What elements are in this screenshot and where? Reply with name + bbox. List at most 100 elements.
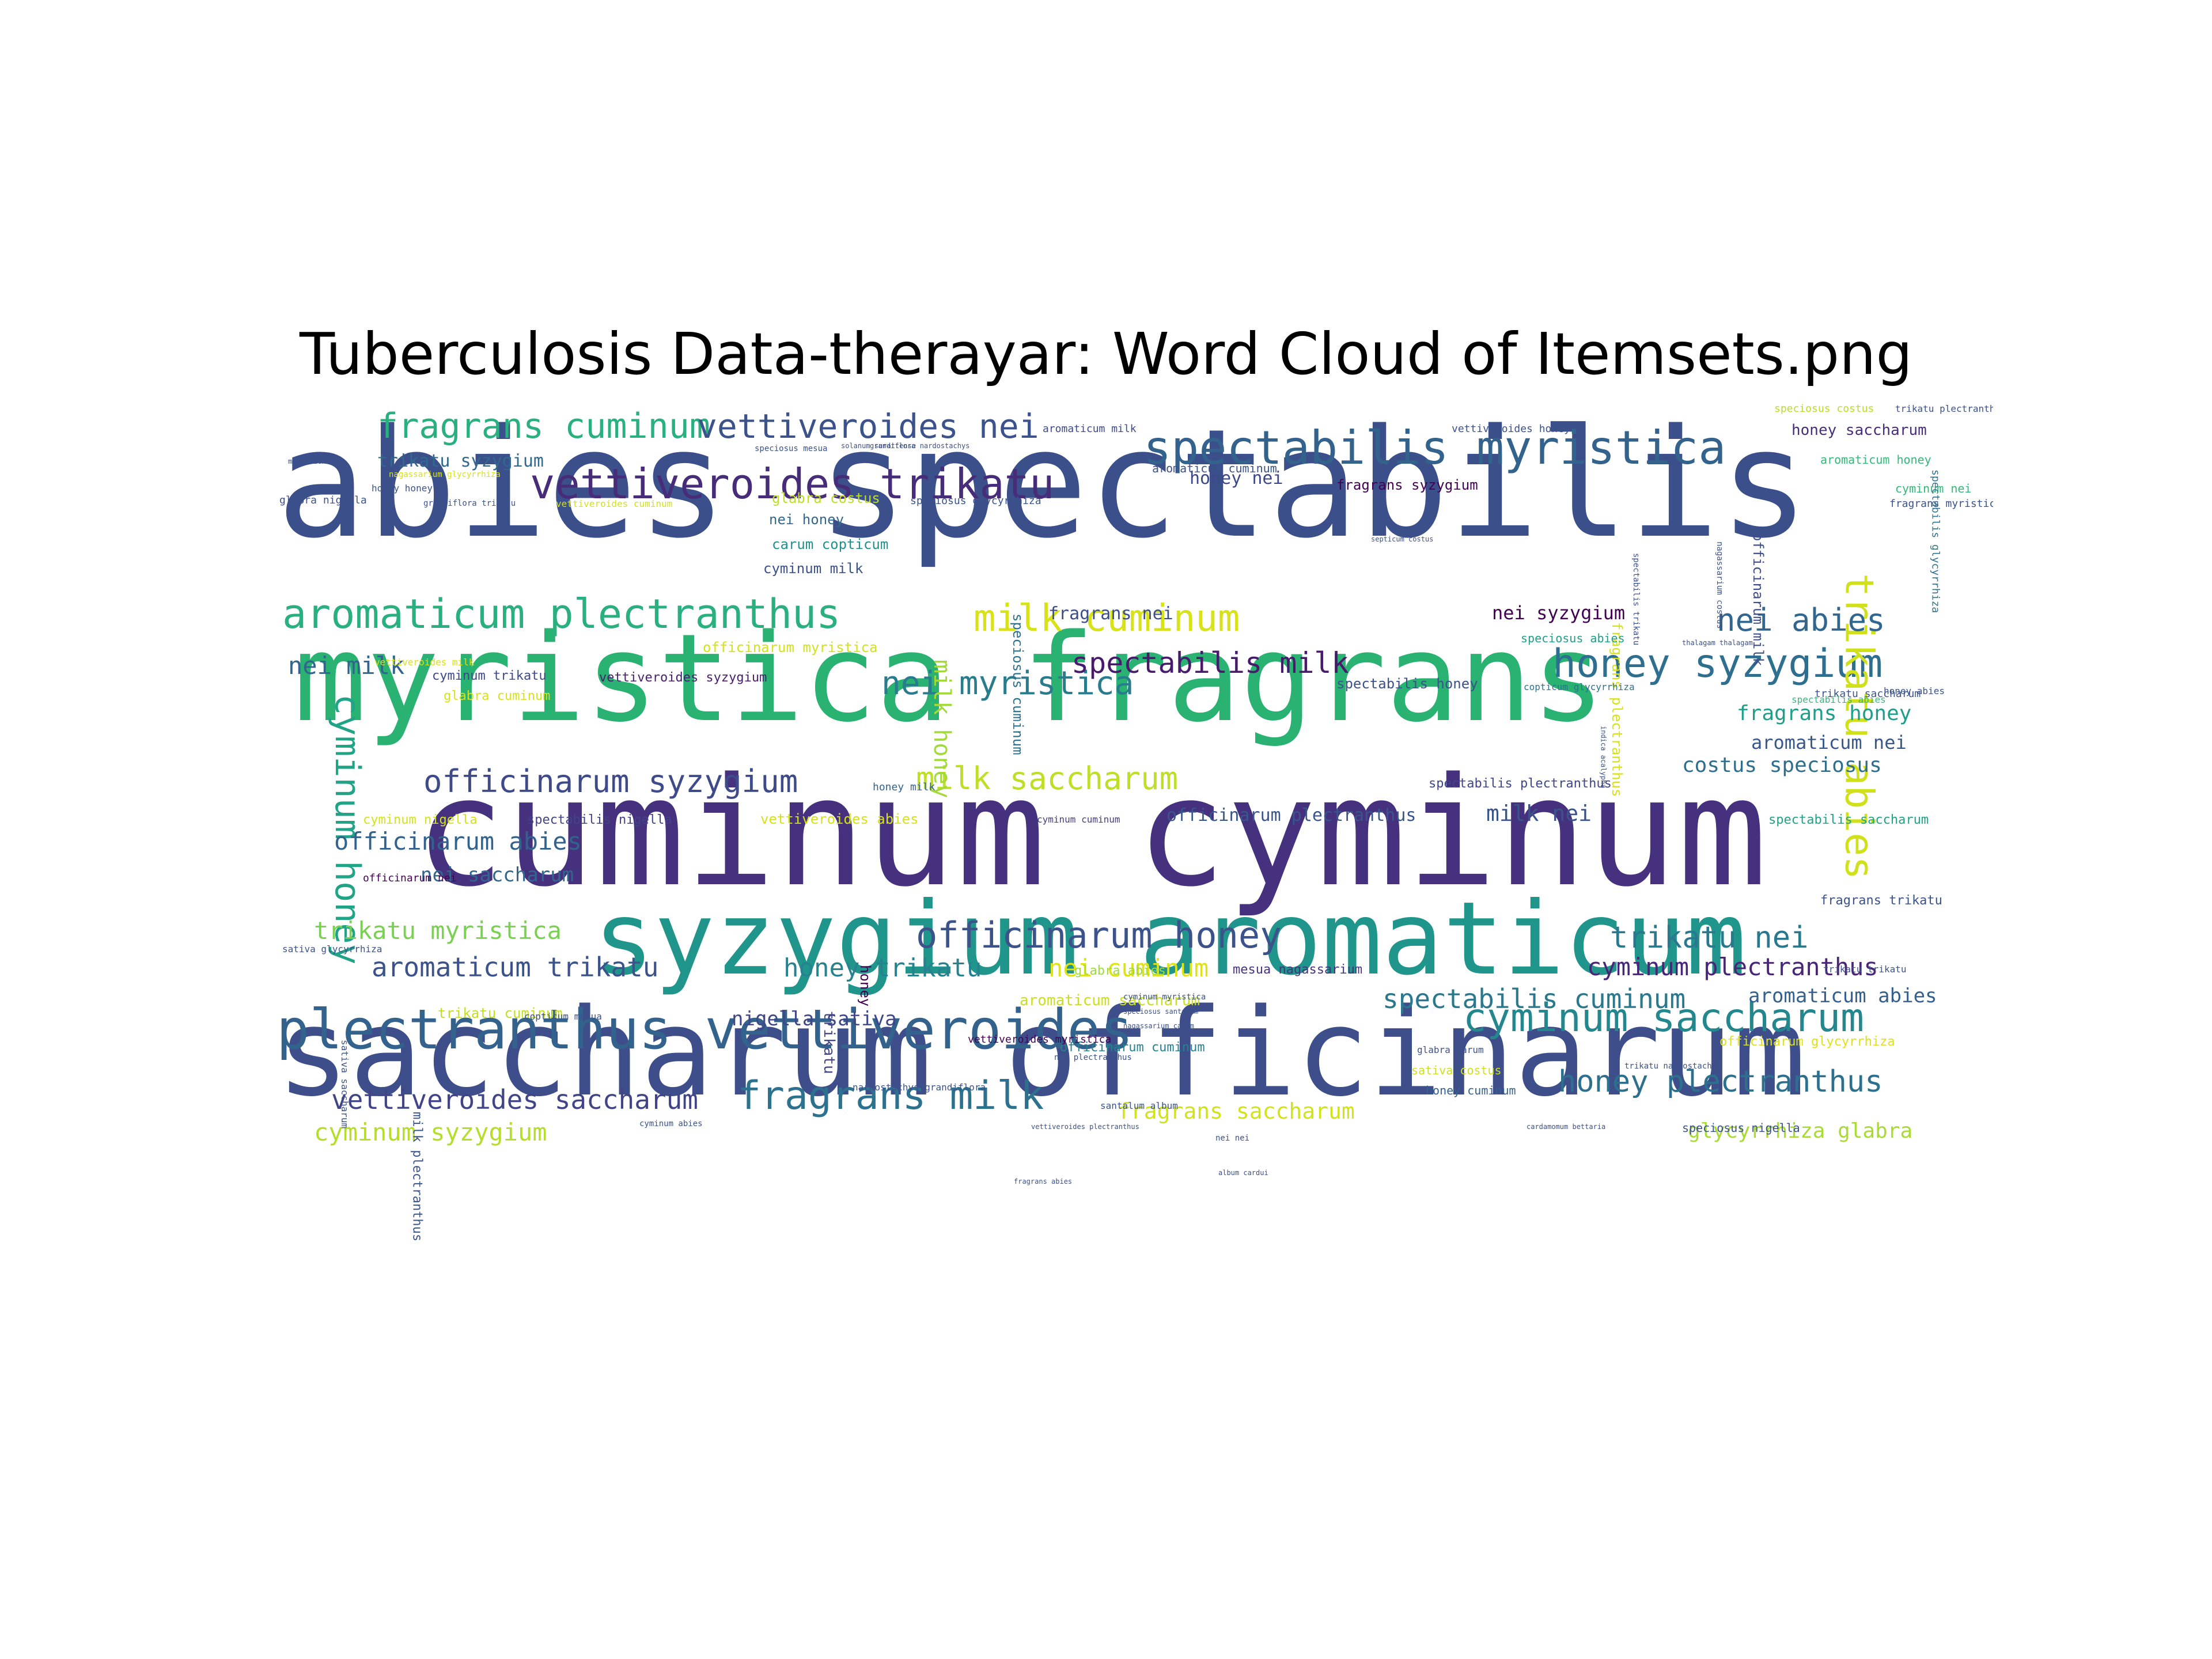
word-item: honey milk xyxy=(873,781,935,793)
word-item: honey abies xyxy=(1884,685,1945,696)
word-item: vettiveroides saccharum xyxy=(331,1084,698,1115)
word-item: aromaticum plectranthus xyxy=(282,590,840,638)
word-item: cyminum cuminum xyxy=(1037,814,1120,825)
word-item: cardamomum bettaria xyxy=(1527,1123,1605,1131)
word-item: speciosus santalum xyxy=(1123,1007,1198,1016)
word-item: vettiveroides honey xyxy=(1452,423,1570,435)
word-item: nagassarium costus xyxy=(1715,541,1724,629)
word-item: nagassarium carum xyxy=(1123,1022,1194,1030)
word-item: cyminum plectranthus xyxy=(1587,953,1878,981)
word-item: milk honey xyxy=(929,660,955,798)
word-item: fragrans trikatu xyxy=(1820,893,1942,908)
word-item: cyminum syzygium xyxy=(314,1118,547,1146)
word-item: syzygium aromaticum xyxy=(593,881,1747,998)
word-item: speciosus cuminum xyxy=(1010,613,1026,755)
chart-title: Tuberculosis Data-therayar: Word Cloud o… xyxy=(299,320,1913,388)
word-item: vettiveroides trikatu xyxy=(530,460,1054,508)
word-item: vettiveroides syzygium xyxy=(599,671,767,685)
word-item: speciosus costus xyxy=(1774,403,1874,415)
word-item: nei myristica xyxy=(881,665,1134,702)
word-item: sativa costus xyxy=(1411,1063,1502,1077)
word-item: solanum surattense xyxy=(841,442,916,450)
word-item: vettiveroides cuminum xyxy=(556,498,672,509)
word-item: aromaticum milk xyxy=(1043,423,1137,435)
word-item: aromaticum saccharum xyxy=(1020,992,1200,1009)
word-item: cyminum honey xyxy=(327,694,368,965)
word-item: indica acalypha xyxy=(1600,726,1608,788)
word-item: thalagam thalagam xyxy=(1682,639,1753,647)
word-item: fragrans abies xyxy=(1014,1177,1072,1185)
word-item: trikatu xyxy=(820,1011,838,1074)
word-item: copticum mesua xyxy=(524,1011,602,1022)
word-item: trikatu cuminum xyxy=(438,1005,563,1021)
word-item: vettiveroides myristica xyxy=(968,1033,1111,1046)
word-item: officinarum syzygium xyxy=(423,763,798,800)
word-item: vettiveroides abies xyxy=(760,811,919,827)
word-item: officinarum milk xyxy=(1750,533,1766,666)
word-item: fragrans cuminum xyxy=(377,406,710,446)
word-item: trikatu trikatu xyxy=(1823,964,1907,975)
word-item: milk cuminum xyxy=(974,597,1240,640)
word-item: fragrans plectranthus xyxy=(1609,622,1625,797)
word-item: aromaticum nei xyxy=(1751,732,1907,753)
word-item: fragrans honey xyxy=(1737,702,1911,725)
word-item: fragrans nei xyxy=(1048,604,1173,624)
word-item: speciosus nigella xyxy=(1682,1121,1800,1135)
word-item: spectabilis abies xyxy=(1791,694,1886,705)
word-item: carum copticum xyxy=(772,536,888,552)
word-item: fragrans syzygium xyxy=(1336,477,1478,493)
word-item: honey trikatu xyxy=(783,953,982,983)
word-item: grandiflora trikatu xyxy=(423,499,516,508)
word-item: milk plectranthus xyxy=(410,1112,425,1241)
word-item: trikatu myristica xyxy=(314,916,562,945)
word-item: fragrans myristica xyxy=(1889,498,1993,510)
word-item: trikatu saccharum xyxy=(1815,688,1921,700)
word-item: costus speciosus xyxy=(1682,753,1882,777)
word-item: cyminum myristica xyxy=(1123,993,1206,1002)
word-item: nei honey xyxy=(769,512,844,528)
word-item: speciosus mesua xyxy=(755,444,827,453)
word-item: honey saccharum xyxy=(1791,422,1927,439)
word-item: cyminum trikatu xyxy=(432,669,547,683)
word-item: cyminum nigella xyxy=(363,813,478,827)
word-item: septicum costus xyxy=(1371,535,1433,543)
word-item: plectranthus vettiveroides xyxy=(276,998,1133,1062)
word-item: glabra carum xyxy=(1417,1044,1484,1055)
word-item: aromaticum abies xyxy=(1748,984,1937,1007)
word-item: trikatu nei xyxy=(1610,921,1808,955)
word-item: officinarum abies xyxy=(334,827,582,855)
word-item: nei milk xyxy=(288,652,404,680)
word-item: nei nei xyxy=(1215,1134,1249,1143)
word-item: saccharum officinarum xyxy=(276,982,1806,1123)
word-item: nei syzygium xyxy=(1492,602,1625,624)
word-item: cuminum cyminum xyxy=(415,746,1767,920)
word-item: honey plectranthus xyxy=(1558,1065,1883,1099)
word-item: spectabilis nigella xyxy=(527,813,672,827)
word-item: spectabilis saccharum xyxy=(1768,813,1929,827)
word-item: fragrans milk xyxy=(737,1073,1044,1119)
word-item: nei abies xyxy=(1717,602,1885,638)
word-item: nei saccharum xyxy=(421,863,574,887)
word-item: officinarum honey xyxy=(916,914,1282,956)
word-item: nigella sativa xyxy=(732,1007,897,1031)
word-item: nei cuminum xyxy=(1048,954,1209,982)
word-item: vettiveroides nei xyxy=(697,407,1039,446)
word-item: milk nei xyxy=(1486,801,1592,826)
word-item: vettiveroides plectranthus xyxy=(1031,1123,1139,1131)
word-item: cyminum nei xyxy=(1895,482,1971,495)
word-item: honey cuminum xyxy=(1426,1084,1516,1097)
word-item: trikatu nardostachys xyxy=(1624,1062,1722,1071)
word-item: santalum album xyxy=(1100,1100,1178,1111)
word-item: honey honey xyxy=(372,483,433,494)
word-item: spectabilis trikatu xyxy=(1631,553,1641,645)
word-item: trikatu syzygium xyxy=(377,451,544,471)
word-item: aromaticum honey xyxy=(1820,453,1931,467)
word-item: nei plectranthus xyxy=(1054,1053,1132,1062)
word-item: spectabilis cuminum xyxy=(1382,983,1685,1014)
word-item: myristica fragrans xyxy=(294,608,1605,749)
word-item: sativa saccharum xyxy=(339,1040,350,1128)
word-item: cyminum saccharum xyxy=(1463,995,1864,1041)
word-item: cyminum milk xyxy=(763,560,863,577)
word-item: nagassarium glycyrrhiza xyxy=(389,470,501,479)
